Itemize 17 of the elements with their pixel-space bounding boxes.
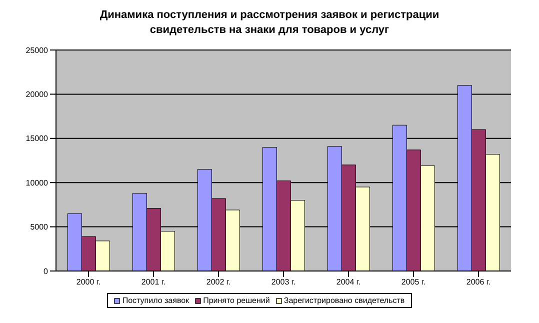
y-tick-label: 15000 xyxy=(26,134,49,144)
y-tick-label: 0 xyxy=(44,266,49,276)
x-tick-label: 2000 г. xyxy=(76,278,101,287)
y-tick-label: 20000 xyxy=(26,90,49,100)
x-tick-label: 2001 г. xyxy=(141,278,166,287)
y-tick-label: 25000 xyxy=(26,46,49,55)
x-tick-label: 2005 г. xyxy=(401,278,426,287)
legend-label: Зарегистрировано свидетельств xyxy=(282,296,405,305)
y-tick-label: 10000 xyxy=(26,178,49,188)
x-tick-label: 2002 г. xyxy=(206,278,231,287)
x-tick-label: 2006 г. xyxy=(466,278,491,287)
x-tick-label: 2003 г. xyxy=(271,278,296,287)
x-tick-label: 2004 г. xyxy=(336,278,361,287)
legend-label: Поступило заявок xyxy=(121,296,190,305)
y-tick-label: 5000 xyxy=(30,222,49,232)
chart-title: Динамика поступления и рассмотрения заявок и регистрации свидетельств на знаки для товаров и услуг xyxy=(98,8,440,38)
legend-label: Принято решений xyxy=(202,296,270,305)
